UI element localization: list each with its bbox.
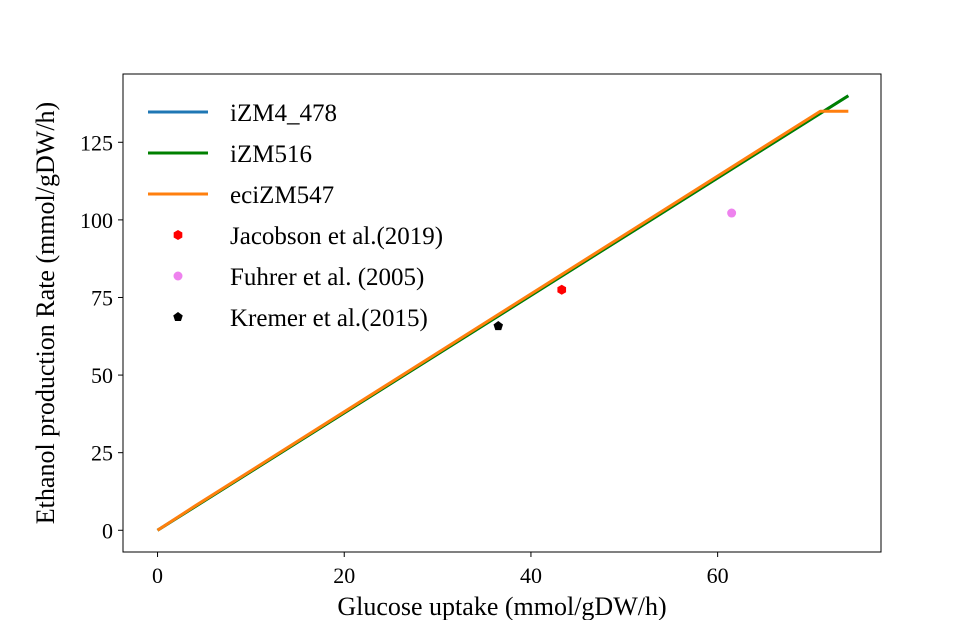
legend-label: iZM516 [230,141,312,168]
y-tick-label: 0 [102,518,113,543]
legend-handle [173,271,183,281]
x-tick-label: 20 [333,563,355,588]
x-tick-label: 0 [152,563,163,588]
x-axis-label: Glucose uptake (mmol/gDW/h) [337,592,666,620]
y-tick-label: 125 [80,130,113,155]
y-tick-label: 100 [80,208,113,233]
legend-label: Kremer et al.(2015) [230,305,428,332]
x-tick-label: 60 [707,563,729,588]
data-point-kremer-et-al-2015 [493,321,504,331]
legend-label: iZM4_478 [230,100,337,127]
legend-label: Fuhrer et al. (2005) [230,264,424,291]
y-tick-label: 75 [91,285,113,310]
legend-label: eciZM547 [230,182,334,209]
ticks-layer: 0 20 40 60 0 25 50 75 100 125 [80,130,729,588]
series-line-ecizm547 [156,109,849,532]
series-layer [156,94,850,532]
data-point-fuhrer-et-al-2005 [727,208,737,218]
data-point-jacobson-et-al-2019 [557,284,567,295]
legend-handle [173,230,183,240]
legend: iZM4_478 iZM516 eciZM547 Jacobson et al.(20… [148,100,443,332]
x-tick-label: 40 [520,563,542,588]
plot-area-frame [122,73,882,553]
y-tick-label: 25 [91,441,113,466]
legend-handle [173,312,183,322]
y-tick-label: 50 [91,363,113,388]
legend-label: Jacobson et al.(2019) [230,223,443,250]
y-axis-label: Ethanol production Rate (mmol/gDW/h) [31,102,60,524]
